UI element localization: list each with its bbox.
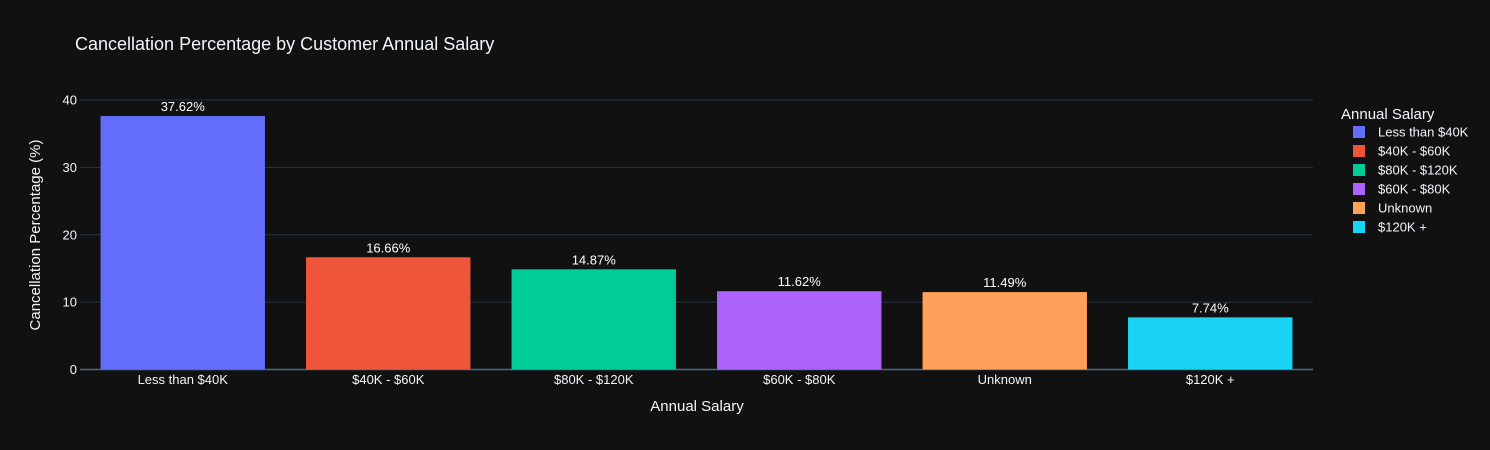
- legend-swatch[interactable]: [1353, 145, 1365, 157]
- x-tick-label: Unknown: [978, 372, 1032, 387]
- y-tick-label: 0: [70, 362, 77, 377]
- y-tick-label: 10: [63, 295, 77, 310]
- legend-item-label[interactable]: $60K - $80K: [1378, 182, 1451, 197]
- x-tick-label: Less than $40K: [138, 372, 229, 387]
- bar: [717, 291, 882, 370]
- bar-data-label: 14.87%: [572, 252, 617, 267]
- y-tick-label: 30: [63, 160, 77, 175]
- x-axis-title: Annual Salary: [650, 398, 744, 415]
- legend-swatch[interactable]: [1353, 126, 1365, 138]
- legend-swatch[interactable]: [1353, 221, 1365, 233]
- axis-ticks: 0 10 20 30 40 Less than $40K $40K - $60K $80K -…: [63, 93, 1235, 388]
- bar-data-label: 11.62%: [778, 274, 822, 289]
- gridlines: [80, 99, 1313, 371]
- y-tick-label: 40: [63, 93, 77, 108]
- bar-data-label: 7.74%: [1192, 300, 1229, 315]
- legend-item-label[interactable]: Unknown: [1378, 201, 1432, 216]
- y-axis-title: Cancellation Percentage (%): [27, 140, 44, 331]
- bar-data-label: 16.66%: [366, 240, 411, 255]
- bar: [511, 269, 676, 370]
- legend: Annual Salary Less than $40K $40K - $60K $…: [1341, 106, 1469, 235]
- legend-swatch[interactable]: [1353, 164, 1365, 176]
- bar: [100, 116, 265, 370]
- legend-title: Annual Salary: [1341, 106, 1435, 123]
- legend-item-label[interactable]: $80K - $120K: [1378, 163, 1458, 178]
- bar: [922, 292, 1087, 370]
- legend-swatch[interactable]: [1353, 183, 1365, 195]
- x-tick-label: $120K +: [1186, 372, 1235, 387]
- legend-item-label[interactable]: Less than $40K: [1378, 125, 1469, 140]
- y-tick-label: 20: [63, 227, 77, 242]
- bar-data-label: 37.62%: [161, 99, 206, 114]
- bar-data-label: 11.49%: [983, 275, 1027, 290]
- x-tick-label: $60K - $80K: [763, 372, 836, 387]
- legend-swatch[interactable]: [1353, 202, 1365, 214]
- legend-item-label[interactable]: $120K +: [1378, 220, 1427, 235]
- legend-item-label[interactable]: $40K - $60K: [1378, 144, 1451, 159]
- bars: 37.62% 16.66% 14.87% 11.62% 11.49% 7.74%: [100, 99, 1293, 370]
- x-tick-label: $80K - $120K: [554, 372, 634, 387]
- x-tick-label: $40K - $60K: [352, 372, 425, 387]
- bar: [306, 257, 471, 370]
- chart-title: Cancellation Percentage by Customer Annu…: [75, 34, 494, 54]
- bar: [1128, 317, 1293, 370]
